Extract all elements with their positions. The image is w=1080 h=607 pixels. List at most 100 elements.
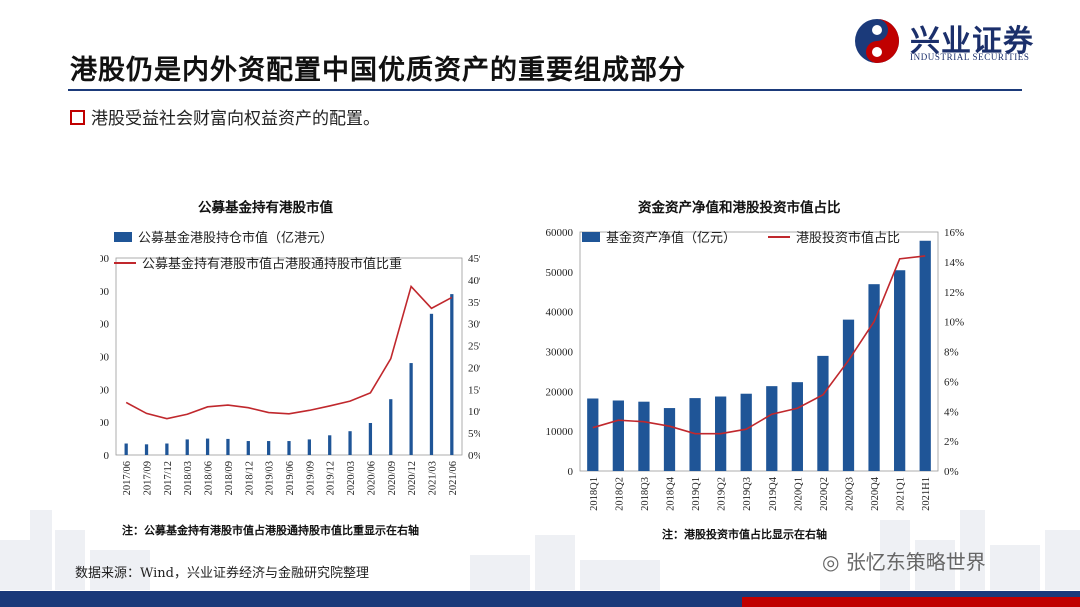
chart2-left-tick-label: 10000	[546, 426, 574, 438]
chart2-title: 资金资产净值和港股投资市值占比	[638, 200, 841, 216]
chart1-bar	[267, 441, 271, 455]
chart2-bar	[689, 398, 701, 471]
chart2-right-tick-label: 14%	[944, 257, 964, 269]
chart2-x-tick-label: 2021Q1	[896, 477, 907, 511]
chart1-right-tick-label: 10%	[468, 406, 480, 418]
chart1-bar	[348, 431, 352, 455]
chart1-line-series	[125, 284, 453, 420]
chart2-legend-line-label: 港股投资市值占比	[796, 230, 900, 245]
bullet-text: 港股受益社会财富向权益资产的配置。	[91, 109, 380, 129]
brand-logo: 兴业证券 INDUSTRIAL SECURITIES	[852, 16, 1062, 66]
chart1-right-tick-label: 40%	[468, 275, 480, 287]
chart1-left-tick-label: 0	[104, 450, 110, 462]
chart1-x-tick-label: 2018/06	[204, 461, 215, 495]
chart2-plot-frame	[579, 231, 939, 472]
watermark-text: 张忆东策略世界	[845, 550, 986, 574]
chart2-bar	[740, 393, 752, 471]
brand-emblem-icon	[855, 19, 899, 63]
chart1-x-tick-label: 2018/12	[244, 461, 255, 495]
chart1-x-tick-label: 2020/06	[366, 461, 377, 495]
chart1-bar	[205, 438, 210, 455]
brand-subtitle: INDUSTRIAL SECURITIES	[910, 52, 1030, 62]
chart1-svg: 0 2000 4000 6000 8000 10000 12000 0% 5% 10% 15% 20%…	[100, 230, 480, 495]
chart1-bar	[307, 439, 311, 455]
chart1-bar	[144, 444, 149, 455]
chart1-title: 公募基金持有港股市值	[198, 200, 333, 216]
chart1-right-tick-label: 45%	[468, 253, 480, 265]
chart2-x-tick-label: 2020Q3	[845, 477, 856, 511]
title-divider	[68, 89, 1022, 91]
chart1-right-tick-label: 20%	[468, 362, 480, 374]
chart2-legend-bar-label: 基金资产净值（亿元）	[606, 230, 736, 245]
chart1-legend-bar-label: 公募基金港股持仓市值（亿港元）	[138, 230, 333, 245]
watermark: ◎ 张忆东策略世界	[822, 546, 986, 575]
chart2-right-tick-label: 12%	[944, 287, 964, 299]
wechat-icon: ◎	[822, 550, 840, 574]
chart1-right-tick-label: 0%	[468, 450, 480, 462]
chart2-x-tick-label: 2020Q2	[819, 477, 830, 511]
chart2-x-tick-label: 2021H1	[921, 477, 932, 511]
chart1-x-tick-label: 2018/03	[183, 461, 194, 495]
chart1-x-tick-label: 2017/09	[143, 461, 154, 495]
chart1-right-tick-label: 5%	[468, 428, 480, 440]
chart2-bar	[587, 398, 599, 471]
chart2-x-tick-label: 2019Q4	[768, 476, 779, 511]
chart1-left-tick-label: 8000	[100, 319, 110, 331]
chart1-bar	[368, 422, 373, 455]
chart2-x-tick-label: 2019Q3	[742, 477, 753, 511]
chart2-bar	[612, 400, 624, 471]
chart2-svg: 0 10000 20000 30000 40000 50000 60000 0% 2% 4% 6% 8…	[546, 227, 965, 511]
chart1-bar	[429, 313, 434, 455]
chart1-left-tick-label: 4000	[100, 384, 110, 396]
chart1-x-tick-label: 2020/09	[387, 461, 398, 495]
chart2-right-tick-label: 16%	[944, 227, 964, 239]
chart1-right-tick-label: 35%	[468, 297, 480, 309]
chart2-bar	[766, 386, 778, 471]
chart1-bar	[287, 441, 291, 455]
chart1-x-tick-label: 2018/09	[224, 461, 235, 495]
chart2-note: 注：港股投资市值占比显示在右轴	[662, 528, 827, 541]
chart2-x-tick-label: 2018Q4	[666, 476, 677, 511]
chart2-bar	[817, 355, 829, 471]
chart2-x-tick-label: 2019Q2	[717, 477, 728, 511]
chart1-right-tick-label: 15%	[468, 384, 480, 396]
chart1-x-tick-label: 2021/03	[427, 461, 438, 495]
chart2-right-tick-label: 0%	[944, 466, 959, 478]
brand-name: 兴业证券	[910, 24, 1034, 59]
chart2-bar	[894, 270, 906, 471]
chart2-right-tick-label: 2%	[944, 436, 959, 448]
chart1-right-tick-label: 30%	[468, 319, 480, 331]
chart1-bar	[165, 443, 169, 455]
chart2-x-tick-label: 2019Q1	[691, 477, 702, 511]
chart2-left-tick-label: 0	[568, 466, 574, 478]
chart1-bar	[389, 399, 393, 455]
page-title: 港股仍是内外资配置中国优质资产的重要组成部分	[70, 55, 686, 86]
chart2-right-tick-label: 8%	[944, 347, 959, 359]
chart1-x-tick-label: 2019/12	[326, 461, 337, 495]
chart2-left-tick-label: 50000	[546, 267, 574, 279]
chart2-x-tick-label: 2018Q1	[589, 477, 600, 511]
chart1-x-tick-label: 2017/06	[122, 461, 133, 495]
chart1-legend-bar-swatch	[114, 232, 132, 242]
chart1-bar	[328, 435, 332, 455]
chart2-bar	[663, 408, 676, 471]
chart1-x-tick-label: 2021/06	[448, 461, 459, 495]
data-source: 数据来源：Wind，兴业证券经济与金融研究院整理	[75, 566, 369, 581]
chart2-bar	[842, 319, 855, 471]
chart1-x-tick-label: 2017/12	[163, 461, 174, 495]
skyline-decoration	[0, 510, 1080, 590]
chart1-bar	[185, 439, 189, 455]
chart1-bar	[226, 438, 230, 455]
chart1-left-tick-label: 6000	[100, 352, 110, 364]
chart2-left-tick-label: 40000	[546, 307, 574, 319]
chart2-line-series	[592, 255, 926, 435]
chart1-x-tick-label: 2019/09	[305, 461, 316, 495]
chart2-legend-bar-swatch	[582, 232, 600, 242]
chart2-right-tick-label: 10%	[944, 317, 964, 329]
chart2-bar	[868, 284, 880, 471]
chart1-x-tick-label: 2019/06	[285, 461, 296, 495]
bullet-point: 港股受益社会财富向权益资产的配置。	[70, 104, 380, 129]
chart1-x-tick-label: 2020/03	[346, 461, 357, 495]
chart1-bar	[450, 294, 454, 455]
chart2-right-tick-label: 6%	[944, 376, 959, 388]
